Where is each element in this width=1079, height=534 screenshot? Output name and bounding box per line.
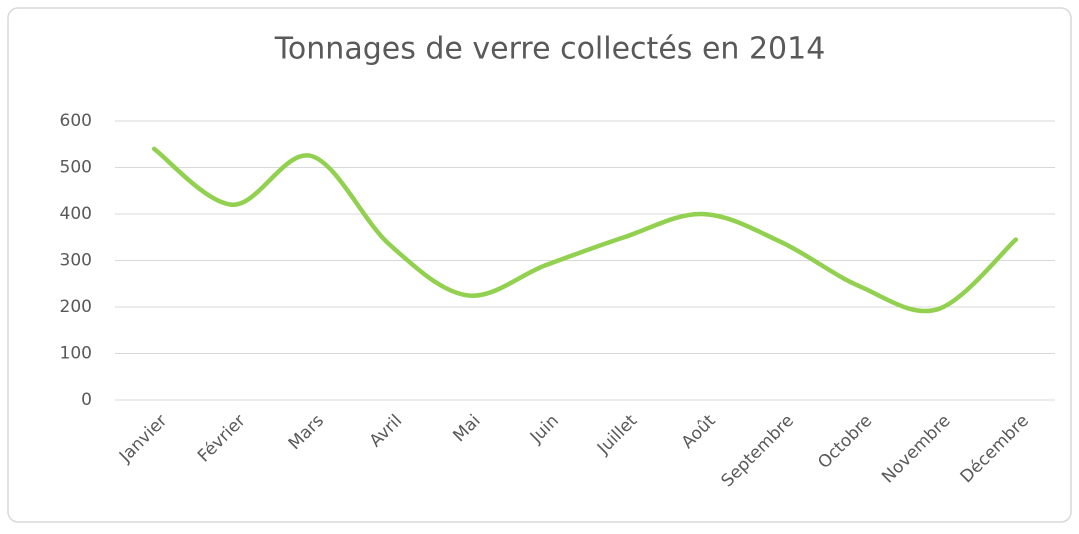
y-tick-label: 500 xyxy=(60,158,92,178)
line xyxy=(151,146,1019,314)
chart-title: Tonnages de verre collectés en 2014 xyxy=(274,32,826,67)
y-tick-label: 200 xyxy=(60,297,92,317)
y-tick-label: 300 xyxy=(60,251,92,271)
y-tick-label: 100 xyxy=(60,344,92,364)
y-tick-label: 600 xyxy=(60,111,92,131)
chart-border xyxy=(7,7,1072,523)
y-tick-label: 0 xyxy=(81,390,92,410)
y-tick-label: 400 xyxy=(60,204,92,224)
